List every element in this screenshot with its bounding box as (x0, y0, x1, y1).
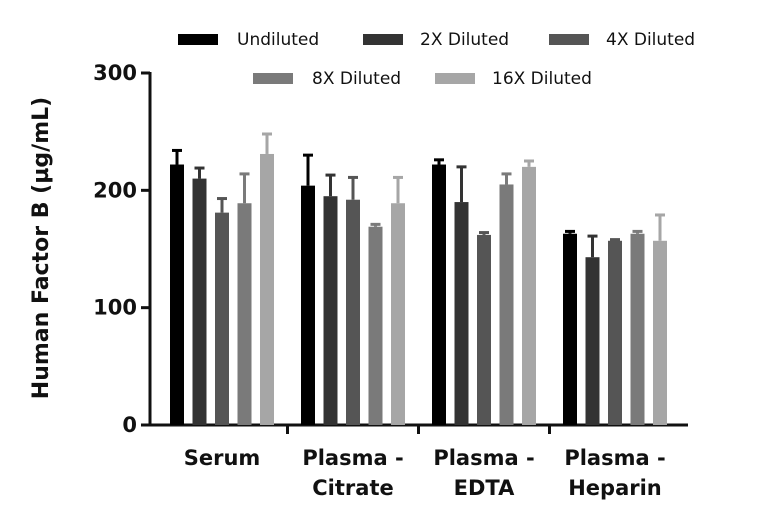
bars (170, 132, 667, 425)
bar (499, 184, 514, 425)
legend-swatch (363, 34, 403, 45)
bar (215, 212, 229, 425)
bar (368, 226, 383, 425)
bar (192, 178, 207, 425)
y-axis-label: Human Factor B (µg/mL) (29, 97, 54, 399)
bar (454, 202, 469, 425)
x-axis: Serum Plasma - Citrate Plasma - EDTA Plasma -… (149, 423, 688, 500)
legend-swatch (435, 73, 475, 84)
legend: Undiluted 2X Diluted 4X Diluted 8X Diluted 1… (178, 30, 695, 89)
legend-label: 2X Diluted (420, 30, 509, 50)
bar (237, 203, 252, 425)
bar (432, 164, 446, 425)
x-tick-label: Heparin (568, 476, 662, 500)
x-tick-label: EDTA (454, 476, 515, 500)
bar (170, 164, 184, 425)
bar (630, 233, 645, 425)
x-tick-label: Plasma - (564, 446, 665, 470)
legend-label: 4X Diluted (606, 30, 695, 50)
bar (391, 203, 405, 425)
x-tick-label: Citrate (312, 476, 393, 500)
y-tick-label: 0 (122, 413, 137, 437)
bar (346, 199, 360, 425)
bar (522, 166, 536, 425)
x-tick-label: Plasma - (302, 446, 403, 470)
bar (563, 233, 577, 425)
bar (323, 196, 338, 425)
x-tick-label: Plasma - (433, 446, 534, 470)
bar (608, 240, 622, 425)
legend-label: Undiluted (237, 30, 319, 50)
bar (477, 234, 491, 425)
legend-swatch (178, 34, 218, 45)
y-tick-label: 200 (93, 178, 137, 202)
legend-swatch (253, 73, 293, 84)
y-tick-label: 300 (93, 61, 137, 85)
legend-swatch (549, 34, 589, 45)
bar (653, 240, 667, 425)
legend-label: 8X Diluted (312, 69, 401, 89)
bar (260, 153, 274, 425)
bar (585, 257, 600, 425)
y-axis: 0 100 200 300 (93, 61, 152, 437)
bar (301, 185, 315, 425)
y-tick-label: 100 (93, 296, 137, 320)
x-tick-label: Serum (184, 446, 261, 470)
legend-label: 16X Diluted (492, 69, 592, 89)
